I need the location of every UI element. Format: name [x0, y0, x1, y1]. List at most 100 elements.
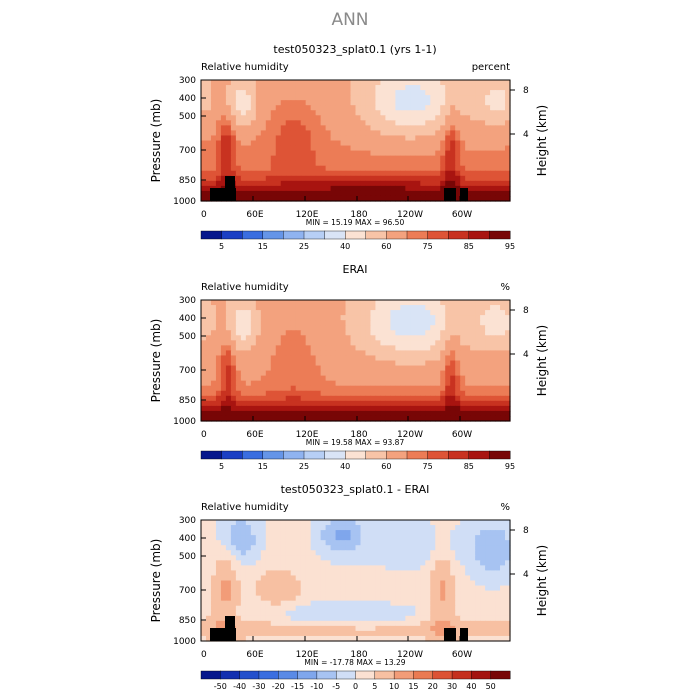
field-cell [285, 330, 292, 336]
field-cell [280, 365, 287, 372]
field-cell [500, 380, 506, 387]
field-cell [495, 340, 501, 346]
field-cell [345, 350, 352, 357]
field-cell [245, 620, 252, 627]
field-cell [240, 535, 247, 541]
field-cell [490, 400, 496, 407]
field-cell [340, 195, 347, 202]
field-cell [410, 310, 416, 316]
field-cell [445, 90, 451, 96]
field-cell [500, 360, 506, 367]
field-cell [465, 600, 471, 607]
colorbar-swatch [316, 670, 337, 680]
field-cell [305, 335, 312, 341]
field-cell [330, 115, 337, 121]
field-cell [430, 355, 436, 362]
field-label: Relative humidity [201, 62, 289, 73]
field-cell [385, 105, 391, 111]
field-cell [285, 80, 292, 86]
field-cell [465, 605, 471, 612]
field-cell [265, 190, 272, 197]
field-cell [225, 170, 232, 177]
field-cell [465, 550, 471, 556]
field-cell [265, 530, 272, 536]
field-cell [315, 570, 322, 577]
field-cell [250, 380, 257, 387]
field-cell [255, 600, 262, 607]
field-cell [405, 180, 411, 187]
field-cell [390, 310, 396, 316]
field-cell [445, 415, 451, 422]
field-cell [480, 385, 486, 392]
field-cell [410, 360, 416, 367]
field-cell [360, 625, 367, 632]
field-cell [375, 530, 382, 536]
field-cell [435, 80, 441, 86]
field-cell [265, 405, 272, 412]
field-cell [360, 340, 367, 346]
field-cell [405, 615, 411, 622]
field-cell [255, 535, 262, 541]
field-cell [250, 190, 257, 197]
colorbar-label: 20 [428, 682, 438, 691]
field-cell [475, 380, 481, 387]
field-cell [500, 530, 506, 536]
field-cell [320, 175, 327, 182]
field-cell [385, 400, 391, 407]
y-tick-label: 300 [179, 296, 196, 306]
field-cell [350, 360, 357, 367]
plot-frame [200, 299, 511, 422]
field-cell [440, 195, 446, 202]
field-cell [365, 95, 372, 101]
field-cell [365, 325, 372, 331]
field-cell [415, 620, 421, 627]
field-cell [430, 410, 436, 417]
field-cell [485, 565, 491, 572]
field-cell [295, 610, 302, 617]
field-cell [425, 555, 431, 561]
colorbar-swatch [303, 230, 326, 240]
field-cell [345, 595, 352, 602]
field-cell [220, 335, 227, 341]
field-cell [420, 165, 426, 172]
colorbar-swatch [241, 450, 264, 460]
field-cell [315, 150, 322, 157]
y-tick-label: 700 [179, 146, 196, 156]
field-cell [380, 390, 387, 397]
field-cell [375, 600, 382, 607]
field-cell [315, 330, 322, 336]
field-cell [380, 195, 387, 202]
field-cell [220, 595, 227, 602]
field-cell [335, 135, 342, 142]
field-cell [370, 170, 377, 177]
field-cell [370, 135, 377, 142]
field-cell [310, 125, 317, 132]
field-cell [295, 115, 302, 121]
field-cell [385, 310, 391, 316]
field-cell [205, 380, 212, 387]
field-cell [220, 550, 227, 556]
field-cell [400, 625, 406, 632]
field-cell [230, 410, 237, 417]
field-cell [445, 575, 451, 582]
field-cell [210, 335, 217, 341]
field-cell [470, 375, 476, 382]
field-cell [280, 150, 287, 157]
field-cell [490, 520, 496, 526]
field-cell [425, 605, 431, 612]
field-cell [445, 605, 451, 612]
field-cell [300, 580, 307, 587]
field-cell [470, 590, 476, 597]
field-cell [445, 620, 451, 627]
field-cell [380, 405, 387, 412]
field-cell [395, 590, 401, 597]
field-cell [360, 405, 367, 412]
field-cell [470, 135, 476, 142]
field-cell [470, 545, 476, 551]
field-cell [365, 565, 372, 572]
field-cell [390, 375, 396, 382]
field-cell [445, 130, 451, 137]
field-cell [425, 85, 431, 91]
field-cell [240, 375, 247, 382]
field-cell [460, 180, 466, 187]
